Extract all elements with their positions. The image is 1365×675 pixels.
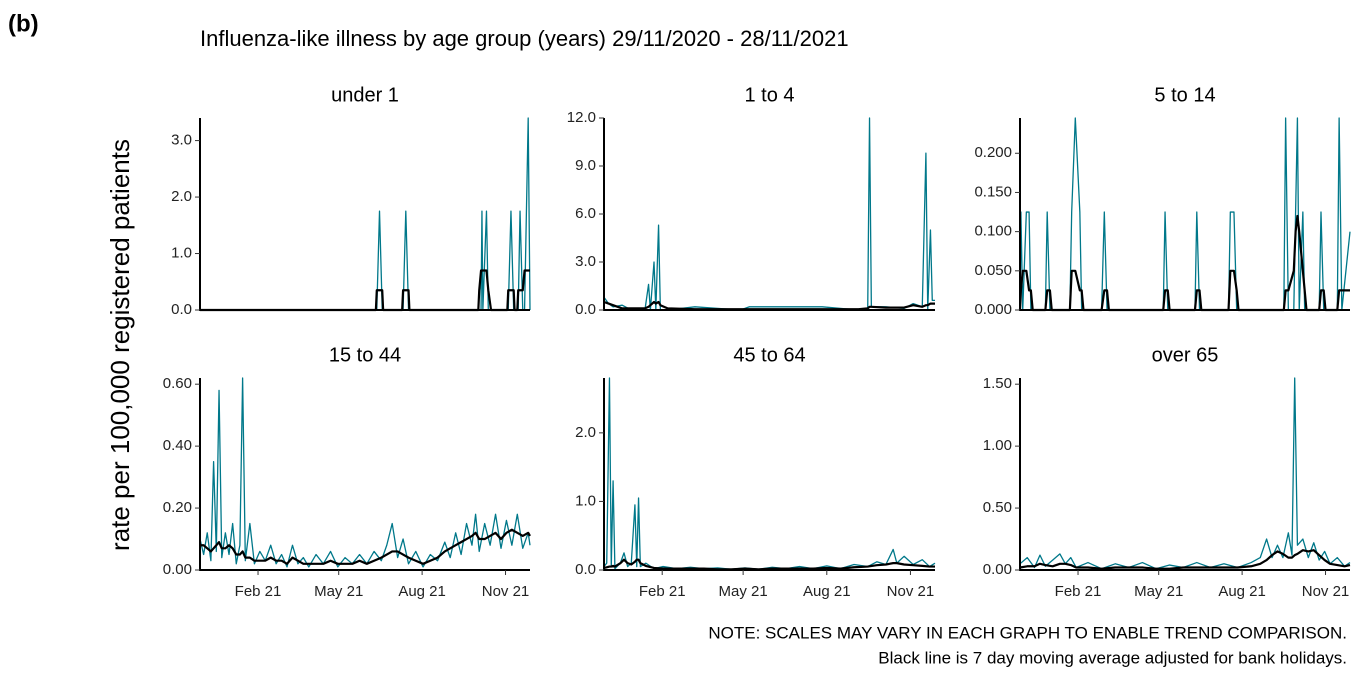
y-tick-label: 1.0 <box>575 492 596 509</box>
data-line <box>1019 549 1351 570</box>
data-line <box>1019 377 1351 570</box>
chart-title: Influenza-like illness by age group (yea… <box>200 26 849 51</box>
y-tick-label: 1.50 <box>983 375 1012 392</box>
y-tick-label: 0.60 <box>163 375 192 392</box>
y-tick-label: 0.0 <box>171 301 192 318</box>
data-line <box>1018 214 1350 312</box>
y-tick-label: 0.20 <box>163 499 192 516</box>
note: Black line is 7 day moving average adjus… <box>878 648 1347 667</box>
data-line <box>603 117 935 311</box>
x-tick-label: Nov 21 <box>482 583 530 600</box>
note: NOTE: SCALES MAY VARY IN EACH GRAPH TO E… <box>708 623 1347 642</box>
y-tick-label: 9.0 <box>575 157 596 174</box>
y-tick-label: 0.100 <box>974 223 1012 240</box>
x-tick-label: Aug 21 <box>1218 583 1266 600</box>
y-tick-label: 0.50 <box>983 499 1012 516</box>
y-tick-label: 0.000 <box>974 301 1012 318</box>
y-tick-label: 3.0 <box>171 132 192 149</box>
y-tick-label: 2.0 <box>575 424 596 441</box>
x-tick-label: Nov 21 <box>1302 583 1350 600</box>
y-tick-label: 0.40 <box>163 437 192 454</box>
data-line <box>200 528 531 565</box>
data-line <box>603 558 935 571</box>
y-tick-label: 0.00 <box>983 561 1012 578</box>
x-tick-label: Aug 21 <box>398 583 446 600</box>
y-tick-label: 0.0 <box>575 561 596 578</box>
x-tick-label: May 21 <box>719 583 768 600</box>
data-line <box>1019 117 1351 311</box>
panel-title: under 1 <box>331 84 399 106</box>
panel-title: over 65 <box>1152 344 1219 366</box>
x-tick-label: May 21 <box>314 583 363 600</box>
x-tick-label: Aug 21 <box>803 583 851 600</box>
y-tick-label: 0.0 <box>575 301 596 318</box>
y-tick-label: 6.0 <box>575 205 596 222</box>
y-tick-label: 0.050 <box>974 262 1012 279</box>
x-tick-label: Nov 21 <box>887 583 935 600</box>
x-tick-label: Feb 21 <box>235 583 282 600</box>
panel-title: 1 to 4 <box>744 84 794 106</box>
y-axis-label: rate per 100,000 registered patients <box>105 139 135 551</box>
y-tick-label: 1.0 <box>171 244 192 261</box>
x-tick-label: Feb 21 <box>1055 583 1102 600</box>
y-tick-label: 12.0 <box>567 109 596 126</box>
panel-label: (b) <box>8 10 39 37</box>
y-tick-label: 0.200 <box>974 144 1012 161</box>
y-tick-label: 0.00 <box>163 561 192 578</box>
x-tick-label: Feb 21 <box>639 583 686 600</box>
y-tick-label: 1.00 <box>983 437 1012 454</box>
y-tick-label: 3.0 <box>575 253 596 270</box>
y-tick-label: 0.150 <box>974 183 1012 200</box>
panel-title: 5 to 14 <box>1154 84 1215 106</box>
data-line <box>603 300 935 311</box>
data-line <box>603 377 936 570</box>
x-tick-label: May 21 <box>1134 583 1183 600</box>
y-tick-label: 2.0 <box>171 188 192 205</box>
data-line <box>199 377 531 568</box>
panel-title: 15 to 44 <box>329 344 401 366</box>
panel-title: 45 to 64 <box>733 344 805 366</box>
